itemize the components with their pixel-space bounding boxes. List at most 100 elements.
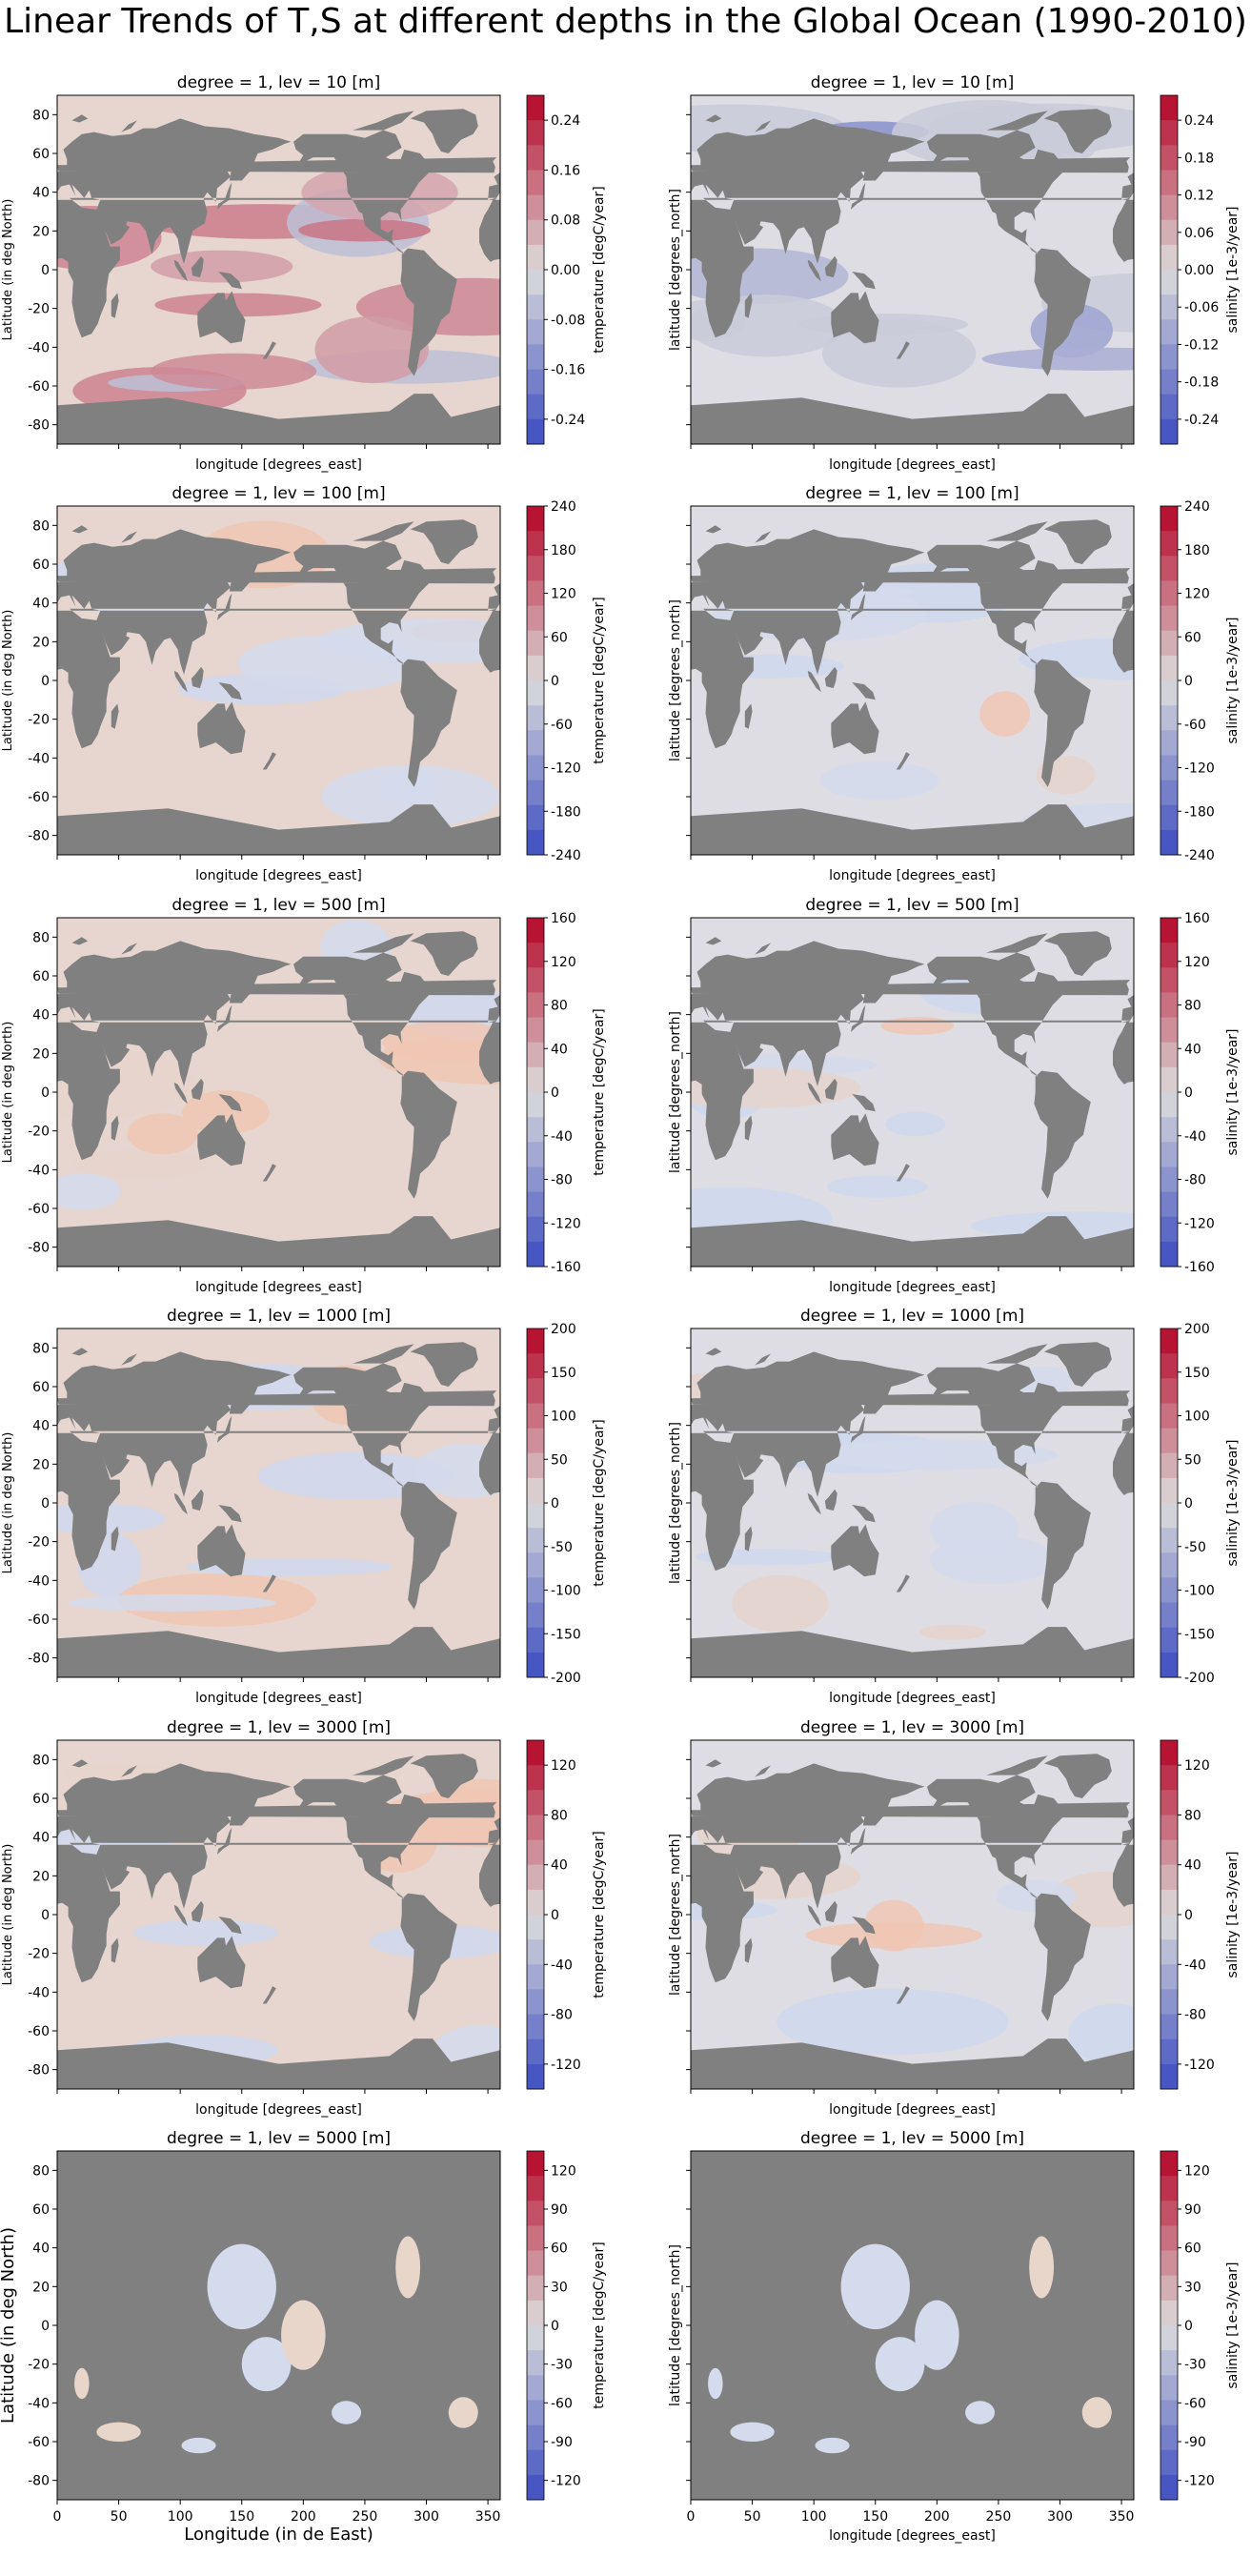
colorbar-label: temperature [degC/year] [592, 1419, 607, 1587]
colorbar-tick-label: -60 [1184, 2396, 1206, 2411]
y-tick-label: 40 [32, 186, 50, 201]
colorbar-level [1160, 1503, 1178, 1529]
panel-title: degree = 1, lev = 5000 [m] [167, 2129, 391, 2148]
trend-patch [237, 635, 419, 692]
colorbar-level [527, 120, 544, 146]
land-mask [691, 519, 1134, 855]
colorbar-level [527, 918, 544, 943]
colorbar-level [1160, 943, 1178, 968]
x-axis-label: longitude [degrees_east] [195, 1280, 362, 1295]
y-tick-label: 0 [41, 1496, 50, 1511]
y-axis-label: Latitude (in deg North) [0, 2227, 18, 2424]
deep-ocean-patch [332, 2401, 362, 2424]
colorbar-tick-label: 60 [551, 630, 568, 645]
ocean-field [57, 2151, 500, 2500]
colorbar-level [1160, 1765, 1178, 1791]
panel-title: degree = 1, lev = 500 [m] [805, 896, 1019, 915]
colorbar-level [527, 1017, 544, 1044]
colorbar-level [527, 992, 544, 1019]
deep-ocean-patch [1081, 2397, 1112, 2428]
colorbar-tick-label: -120 [1184, 2474, 1215, 2489]
map-panel-temperature-lev-100: degree = 1, lev = 100 [m] 80 60 40 20 0 -20 -40… [1, 484, 607, 883]
trend-patch [885, 1111, 946, 1137]
colorbar-level [1160, 992, 1178, 1019]
y-tick-label: -40 [28, 751, 50, 766]
map-panel-salinity-lev-100: degree = 1, lev = 100 [m] longitude [degr… [668, 484, 1241, 883]
colorbar-level [1160, 1241, 1178, 1268]
colorbar-level [1160, 1652, 1178, 1678]
y-tick-label: 40 [32, 1419, 50, 1434]
colorbar-tick-label: 0.00 [1184, 263, 1214, 278]
colorbar-level [527, 829, 544, 856]
colorbar-level [1160, 780, 1178, 806]
map-panel-temperature-lev-1000: degree = 1, lev = 1000 [m]806040200-20-4… [1, 1307, 607, 1706]
colorbar-tick-label: 0.24 [1184, 113, 1214, 129]
colorbar-level [527, 605, 544, 632]
colorbar-level [1160, 531, 1178, 557]
y-tick-label: -60 [28, 790, 50, 805]
colorbar-tick-label: 0.16 [551, 163, 580, 178]
land-mask [691, 109, 1134, 444]
colorbar-tick-label: 150 [551, 1366, 576, 1381]
trend-patch [777, 1988, 1009, 2056]
colorbar-level [527, 2400, 544, 2426]
colorbar-label: temperature [degC/year] [592, 2241, 607, 2409]
colorbar-level [1160, 918, 1178, 943]
colorbar-level [527, 1403, 544, 1430]
colorbar-level [1160, 1815, 1178, 1841]
x-tick-label: 250 [986, 2509, 1012, 2525]
y-tick-label: 20 [32, 1869, 50, 1884]
colorbar-level [1160, 655, 1178, 681]
panel-title: degree = 1, lev = 10 [m] [177, 73, 380, 92]
colorbar-level [1160, 2375, 1178, 2401]
colorbar-level [1160, 1839, 1178, 1866]
colorbar-level [1160, 2176, 1178, 2201]
y-tick-label: 80 [32, 518, 50, 534]
colorbar-level [527, 394, 544, 420]
colorbar-label: salinity [1e-3/year] [1225, 1440, 1241, 1567]
deep-ocean-patch [181, 2437, 216, 2454]
colorbar-tick-label: 180 [551, 543, 576, 558]
colorbar-tick-label: -180 [551, 804, 581, 820]
colorbar-label: temperature [degC/year] [592, 186, 607, 354]
colorbar-level [527, 1378, 544, 1404]
colorbar-tick-label: -90 [1184, 2435, 1206, 2450]
deep-ocean-patch [448, 2397, 478, 2428]
y-tick-label: 40 [32, 1008, 50, 1024]
x-axis-label: longitude [degrees_east] [829, 2102, 996, 2118]
colorbar-tick-label: 90 [1184, 2202, 1201, 2218]
colorbar-level [1160, 2350, 1178, 2376]
colorbar-level [527, 1241, 544, 1268]
colorbar-level [1160, 2038, 1178, 2065]
trend-patch [321, 764, 500, 828]
trend-patch [68, 1593, 276, 1612]
colorbar-level [527, 2474, 544, 2501]
colorbar-tick-label: 0.00 [551, 263, 580, 278]
colorbar-tick-label: 90 [551, 2202, 568, 2218]
colorbar-tick-label: 80 [1184, 999, 1201, 1014]
colorbar-tick-label: -120 [551, 761, 581, 777]
y-tick-label: 80 [32, 108, 50, 123]
y-axis-label: Latitude (in deg North) [1, 1844, 15, 1986]
y-tick-label: 60 [32, 1380, 50, 1395]
colorbar-tick-label: 0 [551, 1908, 559, 1923]
colorbar-level [527, 1939, 544, 1965]
y-tick-label: -40 [28, 2396, 50, 2411]
trend-patch [732, 1574, 829, 1633]
colorbar-level [527, 1815, 544, 1841]
colorbar-tick-label: -50 [551, 1540, 573, 1555]
colorbar-tick-label: 240 [1184, 499, 1210, 515]
colorbar-level [527, 556, 544, 581]
colorbar-level [527, 1428, 544, 1454]
colorbar-level [1160, 1740, 1178, 1766]
colorbar-level [527, 2063, 544, 2090]
map-panel-salinity-lev-5000: degree = 1, lev = 5000 [m] 0 50 100 150 200 25… [668, 2129, 1241, 2544]
colorbar-level [527, 1329, 544, 1354]
colorbar-tick-label: 160 [1184, 911, 1210, 926]
panel-title: degree = 1, lev = 10 [m] [811, 73, 1014, 92]
deep-ocean-patch [96, 2422, 141, 2442]
colorbar-level [1160, 1577, 1178, 1604]
colorbar-tick-label: 120 [551, 955, 576, 970]
colorbar-level [527, 1765, 544, 1791]
colorbar-label: salinity [1e-3/year] [1225, 2262, 1241, 2389]
